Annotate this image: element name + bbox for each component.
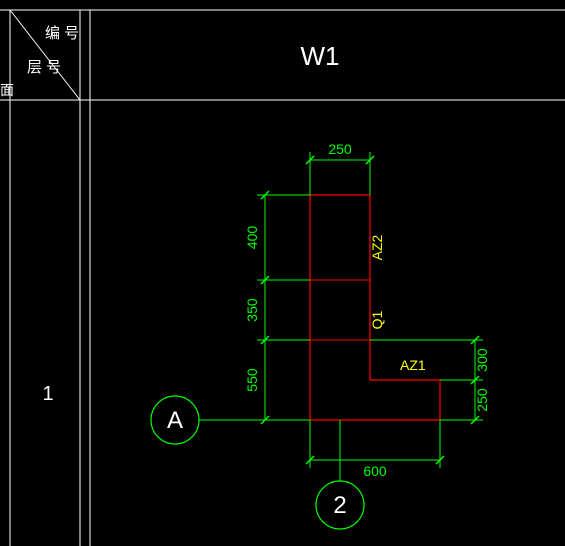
shape-outline (310, 195, 440, 420)
grid-A-label: A (167, 407, 183, 434)
dim-left-value-1: 350 (244, 298, 260, 322)
grid-2-label: 2 (333, 492, 346, 519)
dim-right-value-0: 300 (474, 348, 490, 372)
row-label-1: 1 (42, 383, 53, 405)
dim-top-value: 250 (328, 141, 352, 157)
header-diagonal (10, 10, 80, 100)
dim-left-value-2: 550 (244, 368, 260, 392)
dim-left-value-0: 400 (244, 226, 260, 250)
cad-drawing: 编 号层 号面 W1 1 250 400 350 550 600 300 250 AZ2 Q1 AZ1 A… (0, 0, 565, 546)
dim-bottom-value: 600 (363, 463, 387, 479)
header-cell-corner: 面 (0, 82, 14, 98)
dim-right-value-1: 250 (474, 388, 490, 412)
label-az2: AZ2 (369, 234, 385, 260)
header-cell-bianhao: 编 号 (45, 25, 79, 42)
page-title: W1 (301, 41, 340, 71)
header-cell-cenghao: 层 号 (27, 59, 61, 76)
label-q1: Q1 (369, 310, 385, 329)
label-az1: AZ1 (400, 357, 426, 373)
